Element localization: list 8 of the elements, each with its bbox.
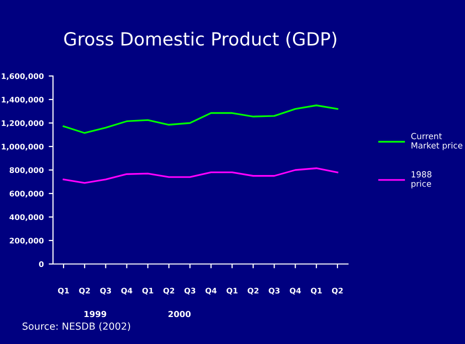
line-series	[62, 167, 338, 184]
legend-label: 1988 price	[412, 171, 432, 188]
text: 2000	[168, 310, 191, 318]
line-series	[62, 104, 338, 134]
legend-label: Current Market price	[411, 132, 462, 150]
chart-title: Gross Domestic Product (GDP)	[64, 32, 336, 48]
text: 1999	[84, 310, 106, 318]
source-note: Source: NESDB (2002)	[22, 322, 130, 331]
